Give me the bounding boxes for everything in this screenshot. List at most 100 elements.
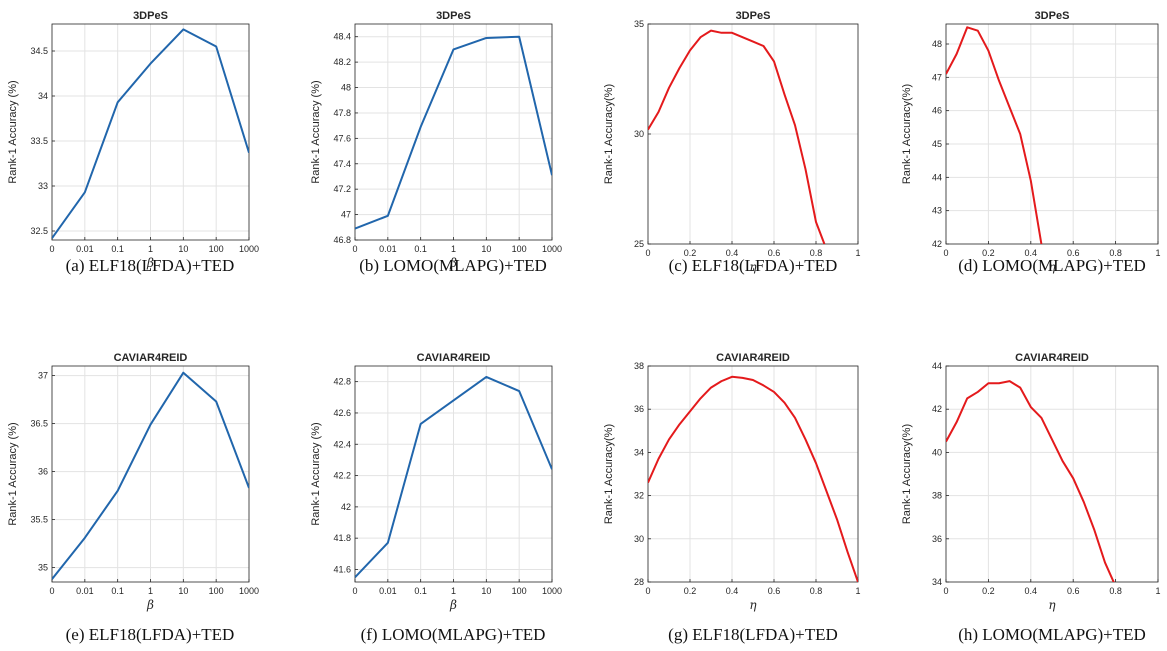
x-tick-label: 0.6 xyxy=(1067,586,1080,596)
x-tick-label: 10 xyxy=(481,586,491,596)
x-tick-label: 0.01 xyxy=(379,586,397,596)
x-tick-label: 1000 xyxy=(542,244,562,254)
x-tick-label: 0.2 xyxy=(982,248,995,258)
y-tick-label: 46.8 xyxy=(333,235,351,245)
x-tick-label: 0.8 xyxy=(810,248,823,258)
y-tick-label: 30 xyxy=(634,129,644,139)
y-tick-label: 44 xyxy=(932,172,942,182)
y-tick-label: 47.8 xyxy=(333,108,351,118)
y-tick-label: 40 xyxy=(932,447,942,457)
y-tick-label: 28 xyxy=(634,577,644,587)
y-tick-label: 36 xyxy=(38,467,48,477)
x-tick-label: 1000 xyxy=(239,586,259,596)
subfigure-caption: (c) ELF18(LFDA)+TED xyxy=(669,256,838,275)
x-tick-label: 1000 xyxy=(542,586,562,596)
y-tick-label: 42 xyxy=(932,239,942,249)
axes-frame xyxy=(945,23,1159,245)
y-tick-label: 34 xyxy=(932,577,942,587)
x-tick-label: 0.8 xyxy=(1109,586,1122,596)
y-tick-label: 43 xyxy=(932,206,942,216)
x-tick-label: 0.8 xyxy=(1109,248,1122,258)
x-tick-label: 100 xyxy=(209,586,224,596)
subfigure-caption: (h) LOMO(MLAPG)+TED xyxy=(958,625,1146,644)
y-tick-label: 35.5 xyxy=(30,515,48,525)
x-tick-label: 1 xyxy=(451,586,456,596)
plot-area xyxy=(946,366,1158,582)
y-tick-label: 36 xyxy=(634,404,644,414)
chart-panel-4: 0 0.01 0.1 1 10 100 1000 35 35.5 36 36.5 37 CAVIAR4R… xyxy=(7,352,259,644)
x-tick-label: 0 xyxy=(352,586,357,596)
x-tick-label: 0.1 xyxy=(414,244,427,254)
chart-panel-5: 0 0.01 0.1 1 10 100 1000 41.6 41.8 42 42.2 42.4 42.6… xyxy=(310,352,562,644)
chart-title: CAVIAR4REID xyxy=(1015,352,1089,364)
y-tick-label: 33.5 xyxy=(30,136,48,146)
y-tick-label: 42 xyxy=(932,404,942,414)
x-tick-label: 0.4 xyxy=(726,586,739,596)
y-tick-label: 47 xyxy=(341,210,351,220)
x-axis-label: β xyxy=(146,256,154,270)
y-axis-label: Rank-1 Accuracy (%) xyxy=(7,422,19,525)
y-tick-label: 42.8 xyxy=(333,377,351,387)
y-axis-label: Rank-1 Accuracy(%) xyxy=(603,424,615,524)
series-line xyxy=(648,29,826,244)
x-tick-label: 0.01 xyxy=(379,244,397,254)
x-tick-label: 0.4 xyxy=(1025,248,1038,258)
y-tick-label: 48 xyxy=(932,39,942,49)
y-tick-label: 33 xyxy=(38,181,48,191)
y-tick-label: 44 xyxy=(932,361,942,371)
y-axis-label: Rank-1 Accuracy (%) xyxy=(310,80,322,183)
subfigure-caption: (a) ELF18(LFDA)+TED xyxy=(66,256,235,275)
y-tick-label: 47.2 xyxy=(333,184,351,194)
x-tick-label: 0.01 xyxy=(76,244,94,254)
chart-title: 3DPeS xyxy=(436,10,471,22)
x-tick-label: 0 xyxy=(352,244,357,254)
y-tick-label: 38 xyxy=(634,361,644,371)
x-tick-label: 0.8 xyxy=(810,586,823,596)
chart-title: 3DPeS xyxy=(133,10,168,22)
y-tick-label: 38 xyxy=(932,491,942,501)
x-tick-label: 10 xyxy=(178,244,188,254)
x-axis-label: β xyxy=(449,598,457,612)
axes-frame xyxy=(647,365,859,583)
subfigure-caption: (d) LOMO(MLAPG)+TED xyxy=(958,256,1146,275)
chart-panel-0: 0 0.01 0.1 1 10 100 1000 32.5 33 33.5 34 34.5 3DPeS β… xyxy=(7,10,259,275)
x-tick-label: 0 xyxy=(943,586,948,596)
y-tick-label: 47.4 xyxy=(333,159,351,169)
y-tick-label: 45 xyxy=(932,139,942,149)
plot-area xyxy=(648,366,858,582)
series-line xyxy=(946,26,1043,244)
x-tick-label: 0.1 xyxy=(414,586,427,596)
x-tick-label: 1 xyxy=(1155,586,1160,596)
y-tick-label: 34 xyxy=(38,91,48,101)
chart-title: 3DPeS xyxy=(736,10,771,22)
x-tick-label: 1 xyxy=(1155,248,1160,258)
x-tick-label: 1 xyxy=(855,586,860,596)
y-tick-label: 42.6 xyxy=(333,408,351,418)
chart-title: CAVIAR4REID xyxy=(417,352,491,364)
y-tick-label: 36.5 xyxy=(30,419,48,429)
y-axis-label: Rank-1 Accuracy(%) xyxy=(901,424,913,524)
x-tick-label: 0 xyxy=(645,586,650,596)
y-axis-label: Rank-1 Accuracy (%) xyxy=(7,80,19,183)
chart-title: 3DPeS xyxy=(1035,10,1070,22)
chart-panel-7: 0 0.2 0.4 0.6 0.8 1 34 36 38 40 42 44 CAVIAR4REID η Ra… xyxy=(901,352,1161,644)
subfigure-caption: (f) LOMO(MLAPG)+TED xyxy=(361,625,546,644)
y-tick-label: 35 xyxy=(38,563,48,573)
x-tick-label: 0.4 xyxy=(726,248,739,258)
y-tick-label: 42 xyxy=(341,502,351,512)
x-tick-label: 0.01 xyxy=(76,586,94,596)
x-tick-label: 0 xyxy=(645,248,650,258)
x-axis-label: η xyxy=(1048,260,1056,274)
y-axis-label: Rank-1 Accuracy (%) xyxy=(310,422,322,525)
x-tick-label: 0.2 xyxy=(982,586,995,596)
x-tick-label: 10 xyxy=(178,586,188,596)
y-tick-label: 32 xyxy=(634,491,644,501)
axes-frame xyxy=(945,365,1159,583)
chart-title: CAVIAR4REID xyxy=(114,352,188,364)
x-tick-label: 10 xyxy=(481,244,491,254)
x-tick-label: 0.2 xyxy=(684,586,697,596)
x-tick-label: 100 xyxy=(512,244,527,254)
y-axis-label: Rank-1 Accuracy(%) xyxy=(901,84,913,184)
x-tick-label: 100 xyxy=(512,586,527,596)
chart-panel-1: 0 0.01 0.1 1 10 100 1000 46.8 47 47.2 47.4 47.6 47.8… xyxy=(310,10,562,275)
